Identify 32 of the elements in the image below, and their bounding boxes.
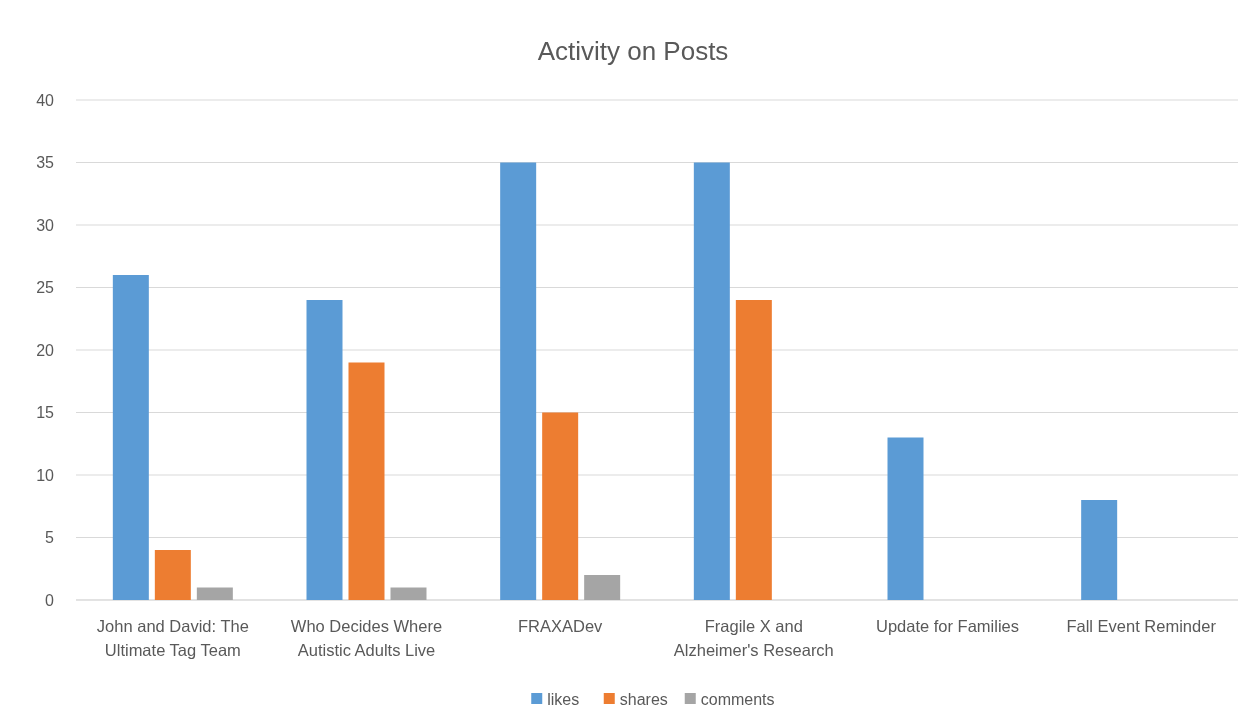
legend-label: likes: [547, 690, 580, 708]
bar: [196, 587, 233, 600]
bar: [1081, 500, 1118, 600]
y-tick-label: 35: [36, 154, 55, 172]
bar: [887, 437, 924, 600]
y-tick-label: 0: [45, 591, 55, 609]
x-tick-label: Update for Families: [875, 617, 1020, 635]
x-tick-label: Who Decides Where Autistic Adults Live: [290, 617, 443, 659]
y-tick-label: 25: [36, 279, 55, 297]
bar: [348, 362, 385, 600]
bar: [390, 587, 427, 600]
bar: [500, 162, 537, 600]
x-tick-label: John and David: The Ultimate Tag Team: [96, 617, 249, 659]
bar: [112, 275, 149, 600]
bar: [735, 300, 772, 600]
bar: [693, 162, 730, 600]
y-tick-label: 5: [45, 529, 55, 547]
y-tick-label: 20: [36, 341, 55, 359]
y-tick-label: 40: [36, 91, 55, 109]
y-tick-label: 10: [36, 466, 55, 484]
bar: [542, 412, 579, 600]
x-tick-label: FRAXADev: [517, 617, 604, 635]
y-tick-label: 15: [36, 404, 55, 422]
x-tick-label: Fall Event Reminder: [1066, 617, 1217, 635]
x-tick-label: Fragile X and Alzheimer's Research: [673, 617, 834, 659]
bar: [584, 575, 621, 600]
chart-title: Activity on Posts: [537, 36, 729, 66]
bar: [154, 550, 191, 600]
bar: [306, 300, 343, 600]
y-tick-label: 30: [36, 216, 55, 234]
legend-label: comments: [700, 690, 775, 708]
legend-label: shares: [619, 690, 668, 708]
